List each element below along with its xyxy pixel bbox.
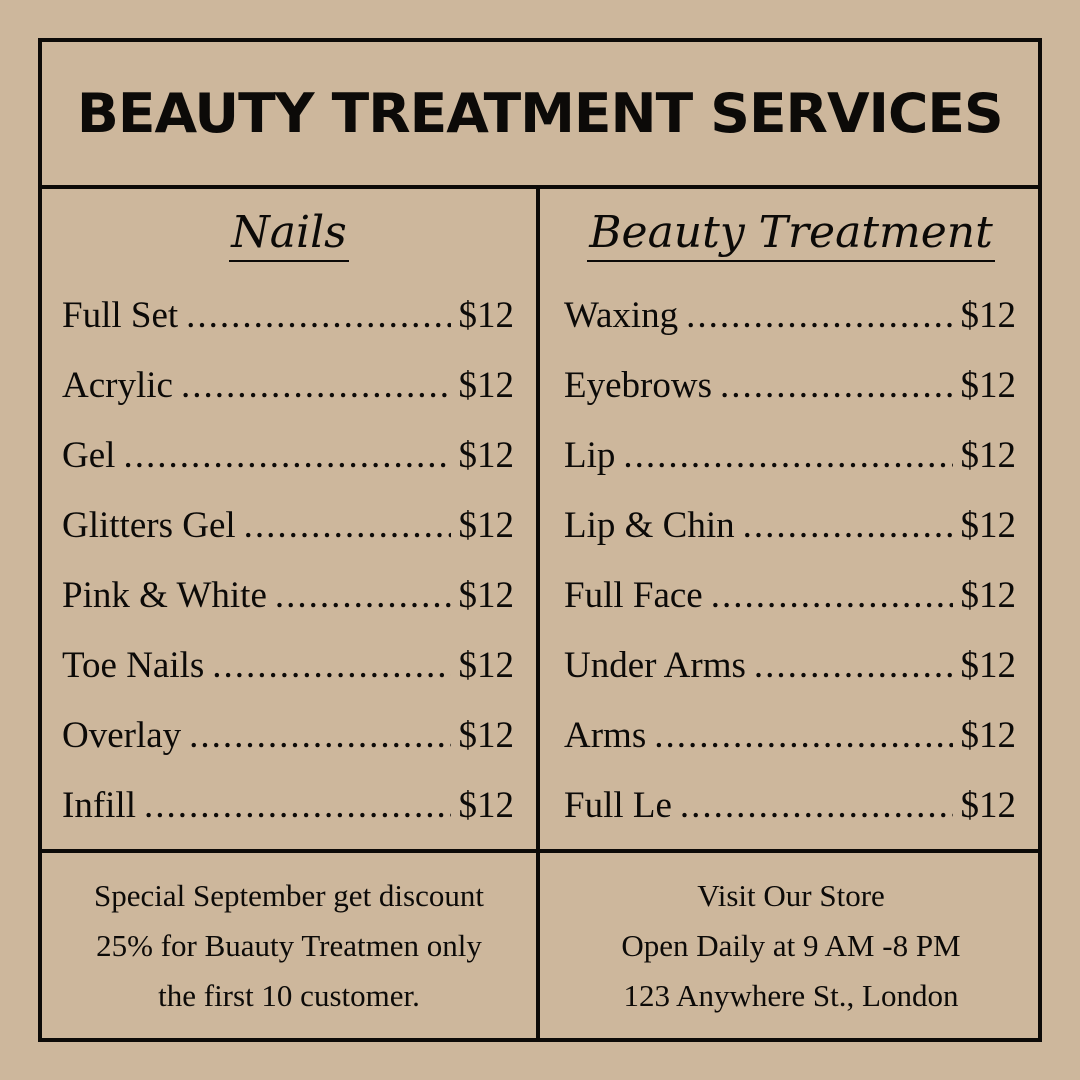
item-name: Toe Nails — [62, 645, 205, 686]
item-name: Waxing — [564, 295, 679, 336]
footer: Special September get discount 25% for B… — [42, 849, 1038, 1038]
dot-leader — [244, 491, 451, 561]
item-name: Infill — [62, 785, 136, 826]
item-name: Eyebrows — [564, 365, 712, 406]
item-name: Full Face — [564, 575, 703, 616]
price-list-item: Full Face $12 — [564, 561, 1016, 631]
price-list-item: Full Set $12 — [62, 281, 514, 351]
price-list-item: Eyebrows $12 — [564, 351, 1016, 421]
store-address: 123 Anywhere St., London — [623, 977, 959, 1013]
item-price: $12 — [960, 575, 1017, 616]
price-list-item: Toe Nails $12 — [62, 631, 514, 701]
nails-heading: Nails — [42, 207, 536, 277]
dot-leader — [623, 421, 952, 491]
store-hours: Open Daily at 9 AM -8 PM — [621, 927, 961, 963]
promo-text: Special September get discount 25% for B… — [42, 853, 540, 1038]
dot-leader — [212, 631, 450, 701]
header: BEAUTY TREATMENT SERVICES — [42, 42, 1038, 189]
beauty-column: Beauty Treatment Waxing$12Eyebrows$12Lip… — [544, 189, 1038, 849]
price-list-item: Glitters Gel $12 — [62, 491, 514, 561]
item-price: $12 — [458, 575, 515, 616]
promo-line: the first 10 customer. — [158, 977, 420, 1013]
dot-leader — [181, 351, 451, 421]
page-title: BEAUTY TREATMENT SERVICES — [77, 82, 1004, 145]
nails-list: Full Set $12 Acrylic $12 Gel $12 Glitters Gel $… — [62, 281, 514, 841]
price-list-item: Lip & Chin $12 — [564, 491, 1016, 561]
price-list-item: Gel $12 — [62, 421, 514, 491]
item-name: Full Set — [62, 295, 179, 336]
dot-leader — [743, 491, 953, 561]
promo-line: Special September get discount — [94, 877, 484, 913]
item-name: Acrylic — [62, 365, 173, 406]
store-heading: Visit Our Store — [697, 877, 885, 913]
dot-leader — [186, 281, 450, 351]
item-name: Full Le — [564, 785, 672, 826]
item-price: $12 — [458, 505, 515, 546]
item-price: $12 — [960, 295, 1017, 336]
item-name: Under Arms — [564, 645, 746, 686]
price-list-item: Under Arms $12 — [564, 631, 1016, 701]
dot-leader — [144, 771, 451, 841]
item-name: Lip — [564, 435, 616, 476]
dot-leader — [123, 421, 450, 491]
item-name: Glitters Gel — [62, 505, 236, 546]
item-name: Overlay — [62, 715, 182, 756]
price-list-item: Overlay $12 — [62, 701, 514, 771]
dot-leader — [711, 561, 953, 631]
item-price: $12 — [960, 645, 1017, 686]
price-list-item: Infill $12 — [62, 771, 514, 841]
price-list-item: Acrylic $12 — [62, 351, 514, 421]
beauty-heading: Beauty Treatment — [544, 207, 1038, 277]
item-price: $12 — [960, 505, 1017, 546]
item-price: $12 — [458, 295, 515, 336]
menu-frame: BEAUTY TREATMENT SERVICES Nails Full Set… — [38, 38, 1042, 1042]
dot-leader — [189, 701, 450, 771]
item-name: Lip & Chin — [564, 505, 735, 546]
dot-leader — [686, 281, 952, 351]
item-name: Gel — [62, 435, 116, 476]
price-list-item: Lip $12 — [564, 421, 1016, 491]
price-list-item: Waxing $12 — [564, 281, 1016, 351]
item-price: $12 — [458, 435, 515, 476]
item-name: Pink & White — [62, 575, 267, 616]
store-info: Visit Our Store Open Daily at 9 AM -8 PM… — [544, 853, 1038, 1038]
item-price: $12 — [960, 785, 1017, 826]
item-name: Arms — [564, 715, 647, 756]
item-price: $12 — [458, 365, 515, 406]
item-price: $12 — [960, 715, 1017, 756]
dot-leader — [654, 701, 952, 771]
item-price: $12 — [458, 715, 515, 756]
dot-leader — [720, 351, 953, 421]
dot-leader — [680, 771, 953, 841]
nails-column: Nails Full Set$12Acrylic$12Gel$12Glitter… — [42, 189, 540, 849]
item-price: $12 — [960, 365, 1017, 406]
promo-line: 25% for Buauty Treatmen only — [96, 927, 482, 963]
price-list-item: Pink & White $12 — [62, 561, 514, 631]
price-list-item: Arms $12 — [564, 701, 1016, 771]
price-list-item: Full Le $12 — [564, 771, 1016, 841]
item-price: $12 — [960, 435, 1017, 476]
item-price: $12 — [458, 645, 515, 686]
dot-leader — [275, 561, 451, 631]
item-price: $12 — [458, 785, 515, 826]
dot-leader — [754, 631, 953, 701]
